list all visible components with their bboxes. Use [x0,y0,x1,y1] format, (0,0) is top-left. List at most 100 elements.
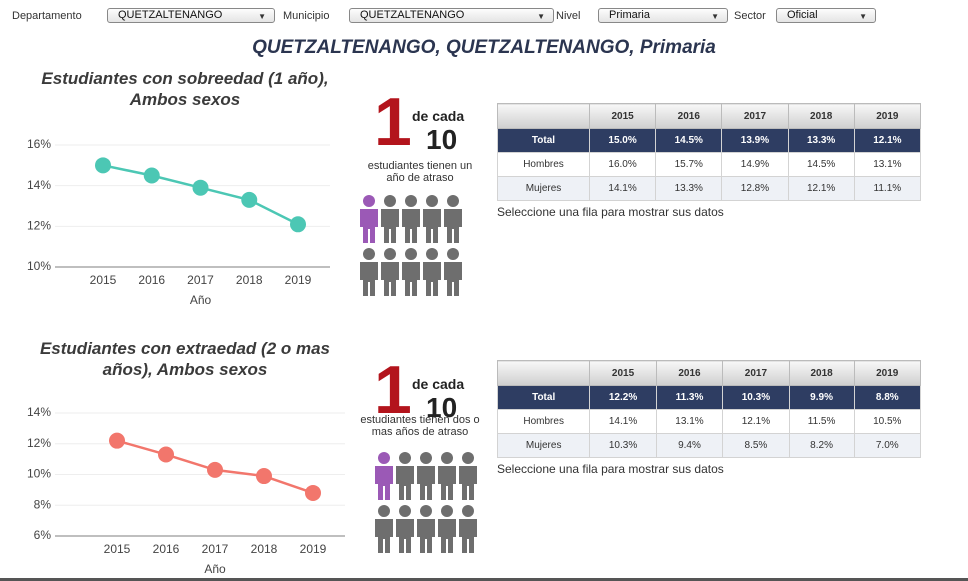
filter-select[interactable]: Oficial [776,8,876,23]
person-body [417,519,435,553]
point [241,191,258,208]
table-row[interactable]: Hombres 14.1% 13.1% 12.1% 11.5% 10.5% [496,409,922,434]
point [290,216,306,233]
column-header: 2017 [721,103,789,129]
x-tick-label: 2017 [187,273,214,287]
column-header: 2019 [853,103,922,129]
y-tick-label: 12% [27,219,51,233]
person-head [378,452,390,464]
table-row[interactable]: Total 15.0% 14.5% 13.9% 13.3% 12.1% [497,128,922,153]
person-head [384,195,396,207]
person-head [462,452,474,464]
point [192,179,209,196]
row-label: Total [496,385,591,410]
cell: 10.5% [853,409,922,434]
filter-select[interactable]: Primaria [598,8,728,23]
x-axis-label: Año [204,562,226,576]
person-body [396,519,414,553]
point [256,468,272,485]
y-tick-label: 12% [27,436,51,450]
x-tick-label: 2016 [138,273,165,287]
cell: 8.8% [853,385,922,410]
person-body [444,262,462,296]
table-row[interactable]: Hombres 16.0% 15.7% 14.9% 14.5% 13.1% [497,152,922,177]
cell: 8.5% [722,433,790,458]
cell: 14.5% [655,128,723,153]
cell: 10.3% [722,385,790,410]
point [158,446,174,463]
data-table: 2015 2016 2017 2018 2019 Total 15.0% 14.5% 13.9%… [497,103,922,201]
people-icons [360,195,462,296]
person-head [426,195,438,207]
x-tick-label: 2019 [285,273,312,287]
cell: 14.9% [721,152,789,177]
panel-text: estudiantes tienen un año de atraso [367,160,473,184]
cell: 7.0% [853,433,922,458]
person-head [399,452,411,464]
person-head [399,505,411,517]
person-body [360,209,378,243]
y-tick-label: 14% [27,405,51,419]
cell: 12.1% [787,176,855,201]
person-body [459,519,477,553]
person-head [441,505,453,517]
row-label: Hombres [497,152,590,177]
cell: 11.1% [853,176,922,201]
x-tick-label: 2018 [251,542,278,556]
big-ten: 10 [426,124,458,155]
person-body [375,466,393,500]
x-axis-label: Año [190,293,212,307]
person-head [447,248,459,260]
column-header: 2018 [787,103,855,129]
cell: 12.1% [853,128,922,153]
table-row[interactable]: Mujeres 10.3% 9.4% 8.5% 8.2% 7.0% [496,433,922,458]
person-head [378,505,390,517]
chart-title: Estudiantes con extraedad (2 o mas años)… [39,339,331,379]
table-row[interactable]: Mujeres 14.1% 13.3% 12.8% 12.1% 11.1% [497,176,922,201]
chart-title: Estudiantes con sobreedad (1 año), Ambos… [41,69,329,109]
row-label: Mujeres [497,176,590,201]
table-note: Seleccione una fila para mostrar sus dat… [497,462,724,476]
filter-label: Municipio [283,10,330,22]
person-body [438,519,456,553]
person-body [375,519,393,553]
column-header: 2019 [853,360,922,386]
filter-select[interactable]: QUETZALTENANGO [107,8,275,23]
cell: 9.9% [788,385,855,410]
table-row[interactable]: Total 12.2% 11.3% 10.3% 9.9% 8.8% [496,385,922,410]
y-tick-label: 16% [27,137,51,151]
filter-label: Departamento [12,10,82,22]
cell: 15.7% [655,152,723,177]
x-tick-label: 2015 [90,273,117,287]
person-head [363,248,375,260]
y-tick-label: 10% [27,259,51,273]
person-body [423,262,441,296]
main-title: QUETZALTENANGO, QUETZALTENANGO, Primaria [252,37,716,58]
header-row: 2015 2016 2017 2018 2019 [497,103,922,129]
y-tick-label: 6% [34,528,52,542]
point [143,167,160,184]
row-label: Total [497,128,590,153]
column-header: 2016 [655,103,723,129]
cell: 13.9% [721,128,789,153]
person-body [417,466,435,500]
data-table: 2015 2016 2017 2018 2019 Total 12.2% 11.3% 10.3%… [496,360,922,458]
person-body [360,262,378,296]
person-body [381,209,399,243]
cell: 14.5% [787,152,855,177]
filter-select[interactable]: QUETZALTENANGO [349,8,554,23]
person-head [447,195,459,207]
de-cada: de cada [412,108,465,124]
y-tick-label: 8% [34,497,52,511]
x-tick-label: 2015 [104,542,131,556]
cell: 13.3% [787,128,855,153]
person-head [384,248,396,260]
y-tick-label: 10% [27,467,51,481]
row-label: Hombres [496,409,591,434]
person-body [438,466,456,500]
cell: 12.1% [722,409,790,434]
cell: 14.1% [589,409,657,434]
cell: 14.1% [588,176,657,201]
cell: 16.0% [588,152,657,177]
row-label: Mujeres [496,433,591,458]
